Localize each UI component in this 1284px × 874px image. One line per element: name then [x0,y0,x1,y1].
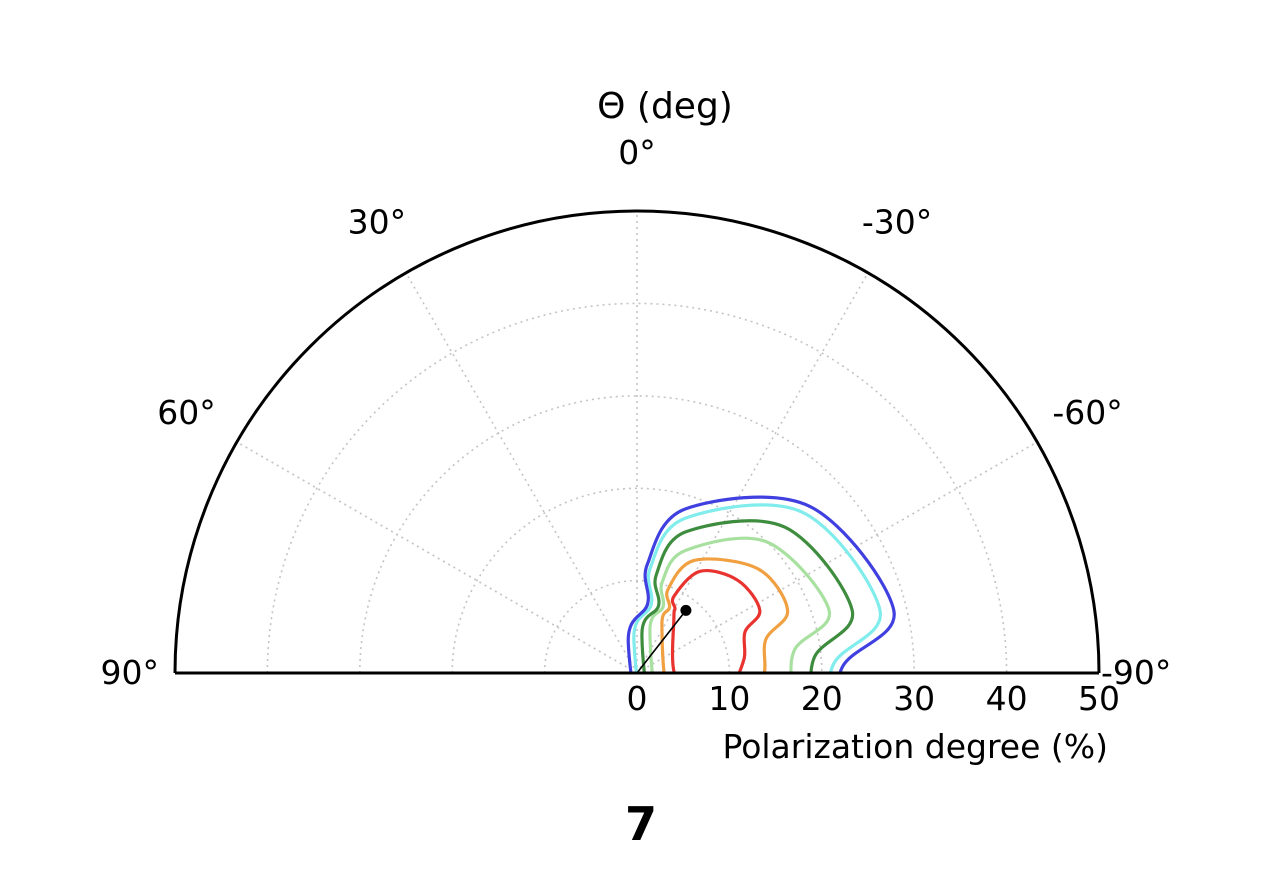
angle-gridline [636,441,1038,674]
best-fit-point [680,604,692,616]
contour-layer [626,495,896,673]
radial-tick-label: 30 [893,679,935,718]
marker-layer [636,604,692,674]
radial-tick-label: 20 [801,679,843,718]
contour-level-2 [660,557,790,673]
angle-tick-label: 30° [348,202,407,241]
contour-level-1 [670,569,762,673]
angle-tick-label: -30° [862,202,932,241]
frame-layer [173,209,1101,675]
angle-gridline [405,272,638,674]
figure-number: 7 [625,797,657,851]
best-fit-line [636,609,687,674]
angle-tick-label: 90° [101,653,160,692]
grid-layer [236,211,1038,674]
radial-tick-label: 40 [986,679,1028,718]
chart-title: Θ (deg) [597,86,733,127]
radial-tick-label: 0 [627,679,648,718]
radial-tick-label: 50 [1078,679,1120,718]
angle-tick-label: 0° [618,133,656,172]
angle-gridline [636,272,869,674]
polar-frame-arc [173,209,1101,674]
contour-level-6 [626,495,896,673]
radial-gridline [543,579,731,674]
contour-level-5 [632,503,882,673]
angle-tick-label: -90° [1101,653,1171,692]
label-layer: 0 10 20 30 40 50 0° 30° -30° 60° -60° 90° -90° [101,133,1172,718]
angle-tick-label: 60° [157,393,216,432]
contour-level-4 [640,519,855,673]
angle-gridline [236,441,638,674]
angle-tick-label: -60° [1052,393,1122,432]
radial-axis-label: Polarization degree (%) [722,727,1108,766]
contour-level-3 [648,536,831,673]
radial-tick-label: 10 [708,679,750,718]
